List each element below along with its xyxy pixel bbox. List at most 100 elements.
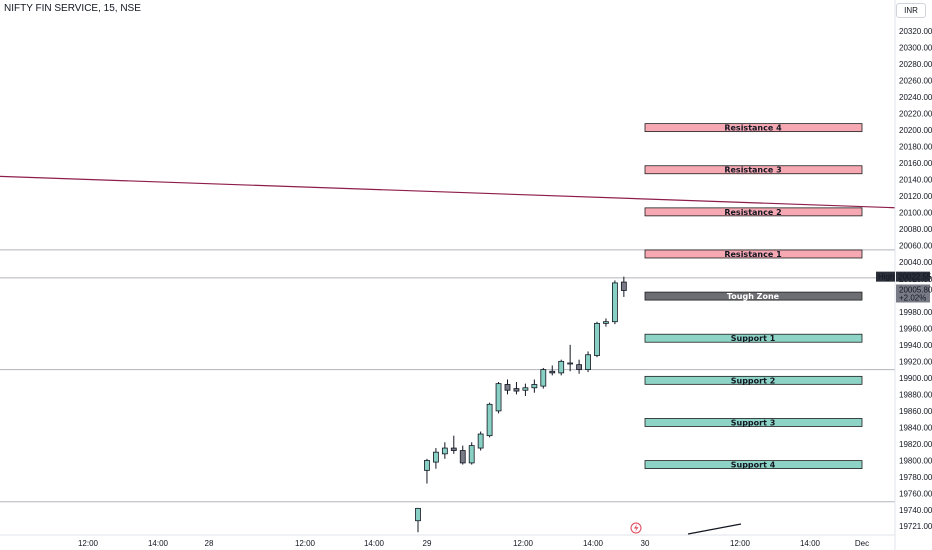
- last-price-text: 20005.80: [899, 285, 932, 294]
- price-tick-label: 20160.00: [899, 159, 932, 168]
- high-price-text: 20022.55: [898, 273, 932, 282]
- price-tick-label: 19820.00: [899, 440, 932, 449]
- price-tick-label: 20220.00: [899, 110, 932, 119]
- price-tick-label: 20140.00: [899, 176, 932, 185]
- price-tick-label: 20260.00: [899, 77, 932, 86]
- time-tick-label: 28: [205, 539, 214, 548]
- high-label-text: High: [878, 273, 894, 282]
- lightning-icon[interactable]: [630, 522, 642, 534]
- candle-body[interactable]: [612, 282, 618, 323]
- price-tick-label: 19721.00: [899, 522, 932, 531]
- candle-body[interactable]: [620, 281, 627, 291]
- candle-body[interactable]: [504, 384, 511, 391]
- zone-label: Tough Zone: [727, 292, 780, 301]
- price-tick-label: 19840.00: [899, 423, 932, 432]
- time-tick-label: 29: [423, 539, 432, 548]
- trendline[interactable]: [0, 175, 896, 209]
- candle-body[interactable]: [424, 460, 430, 471]
- price-tick-label: 20100.00: [899, 209, 932, 218]
- price-tick-label: 20240.00: [899, 93, 932, 102]
- time-tick-label: 14:00: [148, 539, 169, 548]
- zone-label: Support 3: [731, 418, 776, 427]
- price-tick-label: 19780.00: [899, 473, 932, 482]
- price-tick-label: 20300.00: [899, 44, 932, 53]
- price-tick-label: 19740.00: [899, 506, 932, 515]
- candle-body[interactable]: [468, 445, 475, 464]
- price-tick-label: 19920.00: [899, 357, 932, 366]
- price-tick-label: 20200.00: [899, 126, 932, 135]
- time-tick-label: 12:00: [730, 539, 751, 548]
- candle-body[interactable]: [549, 370, 556, 374]
- high-label-tag: [876, 271, 895, 282]
- candle-body[interactable]: [432, 451, 439, 463]
- zone-box[interactable]: [644, 123, 863, 133]
- currency-badge[interactable]: INR: [896, 3, 926, 18]
- zone-box[interactable]: [644, 375, 863, 385]
- lightning-icon-bolt: [634, 524, 639, 532]
- price-tick-label: 20180.00: [899, 143, 932, 152]
- price-tick-label: 19940.00: [899, 341, 932, 350]
- high-price-tag: [896, 271, 930, 282]
- candle-body[interactable]: [567, 362, 574, 365]
- plot-area[interactable]: Resistance 4 Resistance 3 Resistance 2 Resi…: [0, 123, 896, 535]
- price-tick-label: 20280.00: [899, 60, 932, 69]
- zone-box[interactable]: [644, 333, 863, 343]
- zone-box[interactable]: [644, 165, 863, 175]
- candle-body[interactable]: [585, 354, 591, 371]
- price-tick-label: 20060.00: [899, 242, 932, 251]
- zone-label: Support 2: [731, 376, 776, 385]
- candle-body[interactable]: [603, 321, 609, 324]
- price-tick-label: 19900.00: [899, 374, 932, 383]
- zone-box[interactable]: [644, 291, 863, 301]
- price-tick-label: 20120.00: [899, 192, 932, 201]
- price-tick-label: 19760.00: [899, 489, 932, 498]
- candle-body[interactable]: [441, 447, 448, 455]
- symbol-title[interactable]: NIFTY FIN SERVICE, 15, NSE: [4, 3, 141, 14]
- zone-label: Resistance 1: [724, 250, 782, 259]
- price-tick-label: 19980.00: [899, 308, 932, 317]
- candle-body[interactable]: [576, 364, 582, 371]
- zone-label: Support 1: [731, 334, 776, 343]
- candle-body[interactable]: [531, 384, 538, 389]
- price-tick-label: 20320.00: [899, 27, 932, 36]
- last-price-tag: [896, 284, 930, 303]
- time-tick-label: 14:00: [364, 539, 385, 548]
- price-tick-label: 20080.00: [899, 225, 932, 234]
- candle-body[interactable]: [450, 447, 457, 451]
- price-tick-label: 19880.00: [899, 390, 932, 399]
- candle-body[interactable]: [513, 388, 520, 392]
- zone-box[interactable]: [644, 249, 863, 259]
- zone-label: Support 4: [731, 461, 776, 470]
- candle-body[interactable]: [459, 450, 466, 464]
- candle-body[interactable]: [486, 403, 493, 437]
- candle-body[interactable]: [495, 383, 502, 412]
- time-axis[interactable]: 12:00 14:00 28 12:00 14:00 29 12:00 14:00 30 12:0…: [0, 534, 895, 548]
- candle-body[interactable]: [540, 369, 547, 387]
- candle-body[interactable]: [522, 387, 529, 391]
- time-tick-label: 14:00: [583, 539, 604, 548]
- price-tick-label: 19860.00: [899, 407, 932, 416]
- time-tick-label: 12:00: [295, 539, 316, 548]
- price-tick-label: 19800.00: [899, 456, 932, 465]
- drawing-line[interactable]: [687, 523, 742, 535]
- price-tick-label: 20040.00: [899, 258, 932, 267]
- zone-label: Resistance 3: [724, 166, 781, 175]
- zone-box[interactable]: [644, 418, 863, 427]
- zone-label: Resistance 2: [724, 208, 781, 217]
- zone-box[interactable]: [644, 207, 863, 217]
- candle-body[interactable]: [558, 360, 565, 374]
- candle-body[interactable]: [477, 433, 484, 449]
- time-tick-label: Dec: [855, 539, 869, 548]
- zone-label: Resistance 4: [724, 124, 782, 133]
- time-tick-label: 12:00: [78, 539, 99, 548]
- zone-box[interactable]: [644, 460, 863, 469]
- time-tick-label: 30: [641, 539, 650, 548]
- price-axis[interactable]: 20320.00 20300.00 20280.00 20260.00 20240.00…: [876, 0, 932, 550]
- price-tick-label: 19960.00: [899, 324, 932, 333]
- candle-body[interactable]: [594, 322, 600, 356]
- time-tick-label: 12:00: [513, 539, 534, 548]
- last-price-change: +2.02%: [899, 293, 926, 302]
- candle-body[interactable]: [415, 507, 421, 522]
- time-tick-label: 14:00: [800, 539, 821, 548]
